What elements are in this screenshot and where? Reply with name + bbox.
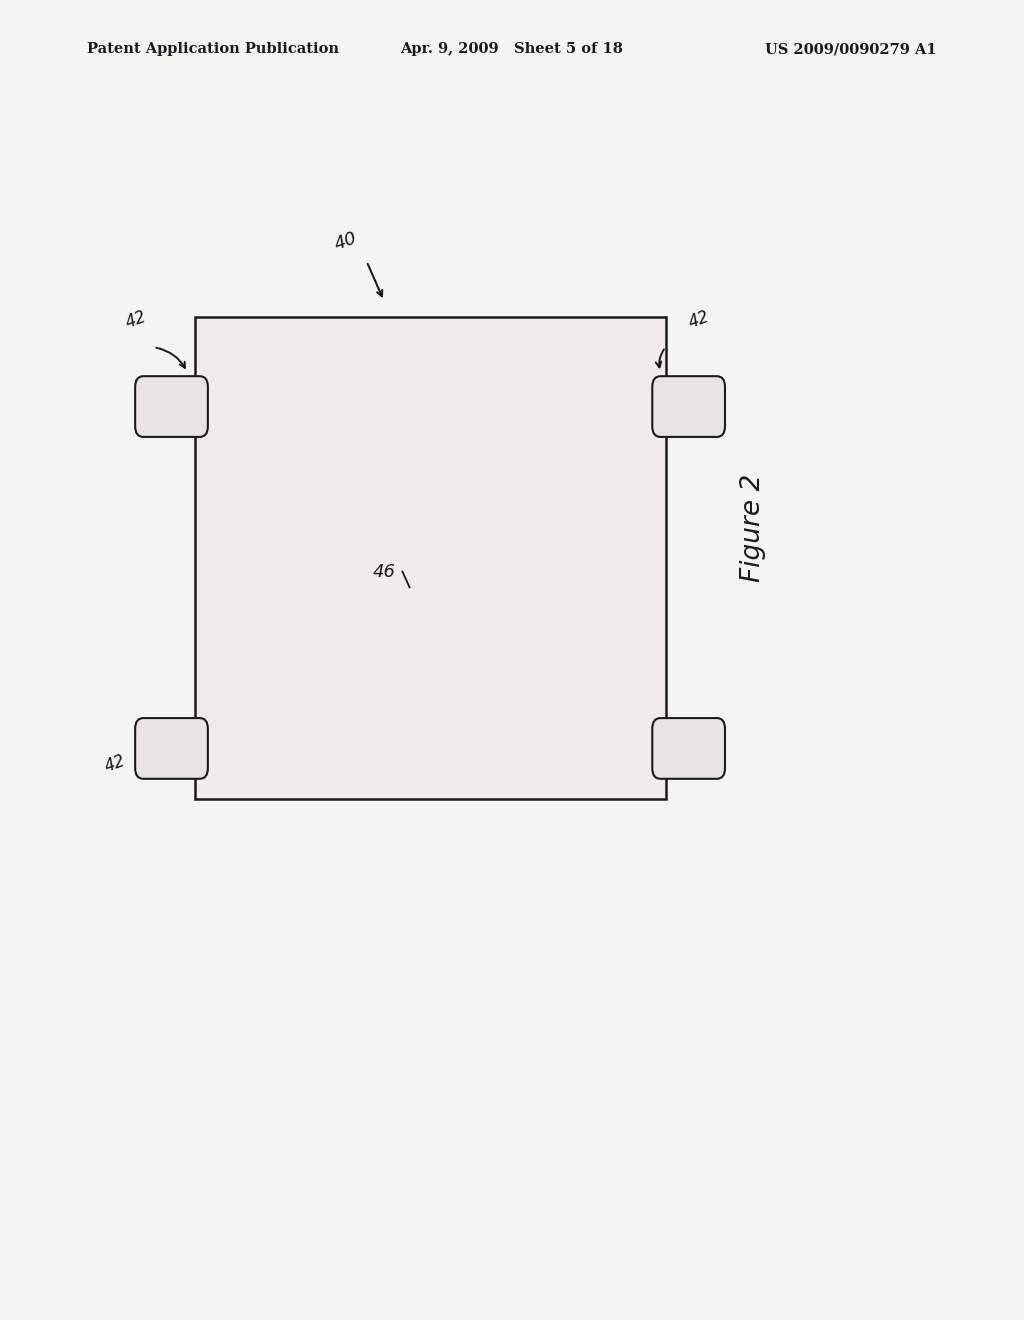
Text: 42: 42 — [684, 752, 711, 776]
FancyBboxPatch shape — [135, 376, 208, 437]
Text: 46: 46 — [373, 562, 395, 581]
FancyBboxPatch shape — [135, 718, 208, 779]
Text: Patent Application Publication: Patent Application Publication — [87, 42, 339, 57]
Text: Figure 2: Figure 2 — [739, 474, 766, 582]
FancyBboxPatch shape — [652, 376, 725, 437]
Text: 42: 42 — [102, 752, 129, 776]
Text: 42: 42 — [123, 308, 150, 331]
Text: US 2009/0090279 A1: US 2009/0090279 A1 — [765, 42, 937, 57]
FancyBboxPatch shape — [652, 718, 725, 779]
Text: 40: 40 — [332, 230, 360, 253]
Text: Apr. 9, 2009   Sheet 5 of 18: Apr. 9, 2009 Sheet 5 of 18 — [400, 42, 624, 57]
Text: 42: 42 — [686, 308, 713, 331]
Bar — [195, 317, 666, 799]
